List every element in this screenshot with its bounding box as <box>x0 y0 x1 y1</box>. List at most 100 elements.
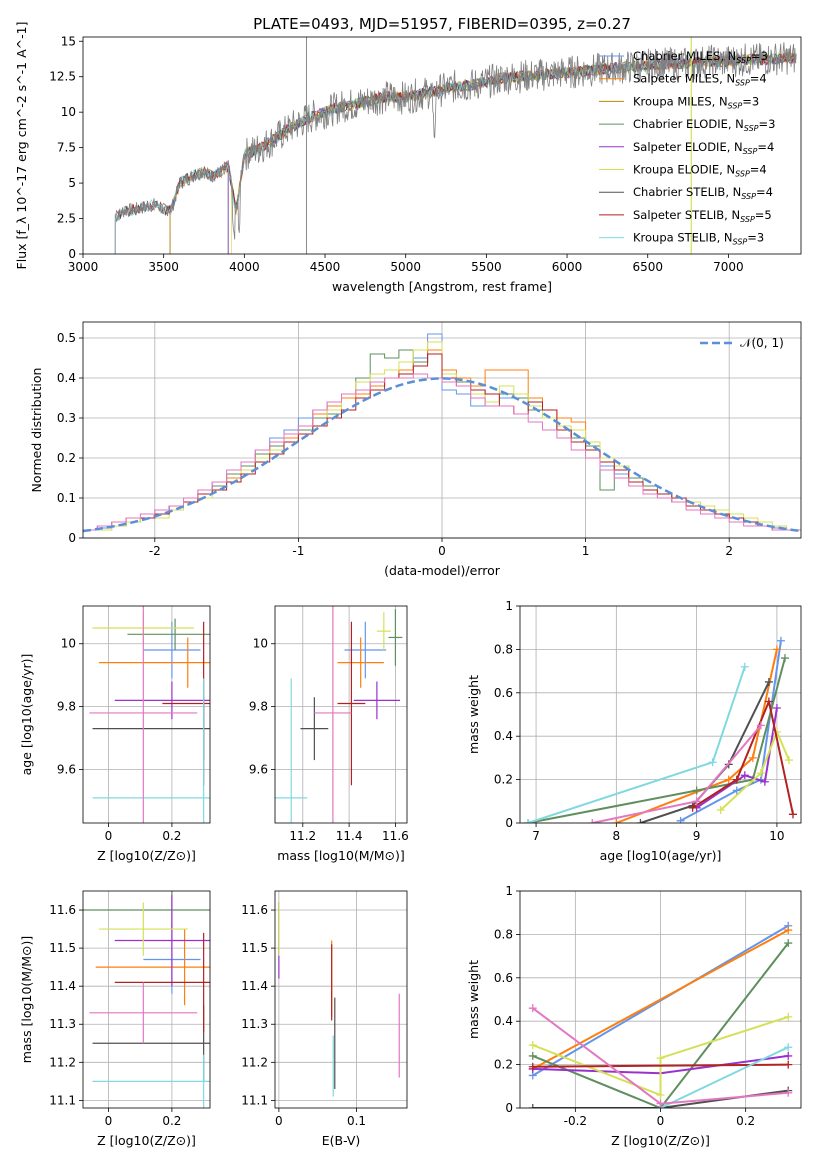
plus-marker <box>528 1004 537 1013</box>
y-tick-label: 11.6 <box>49 903 76 917</box>
legend-subscript: SSP <box>741 192 756 201</box>
plus-marker <box>784 939 793 948</box>
y-tick-label: 10 <box>61 637 76 651</box>
x-tick-label: 1 <box>582 544 590 558</box>
y-tick-label: 9.6 <box>249 763 268 777</box>
legend-entry: Kroupa ELODIE, NSSP=4 <box>633 163 767 179</box>
x-axis-label: (data-model)/error <box>384 563 501 578</box>
y-tick-label: 0 <box>505 816 513 830</box>
plus-marker <box>692 797 701 806</box>
y-axis-label: mass weight <box>466 960 481 1039</box>
x-tick-label: 5500 <box>471 260 502 274</box>
data-layer <box>83 891 210 1108</box>
x-axis-label: age [log10(age/yr)] <box>600 848 722 863</box>
legend-entry: Chabrier ELODIE, NSSP=3 <box>633 117 775 133</box>
legend-suffix: =3 <box>751 49 768 63</box>
x-tick-label: 0 <box>105 1114 113 1128</box>
mass-weight-line <box>532 1063 789 1068</box>
y-tick-label: 11.5 <box>241 941 268 955</box>
x-tick-label: 4500 <box>310 260 341 274</box>
plus-marker <box>756 721 765 730</box>
axes-frame <box>519 890 802 1109</box>
y-tick-label: 0.4 <box>57 371 76 385</box>
legend-subscript: SSP <box>733 238 748 247</box>
y-tick-label: 0.3 <box>57 411 76 425</box>
x-tick-label: 11.4 <box>336 829 363 843</box>
legend-label: Kroupa MILES, N <box>633 94 728 108</box>
x-tick-label: 10 <box>769 829 784 843</box>
mass-weight-line <box>532 929 789 1070</box>
plus-marker <box>748 753 757 762</box>
x-axis-label: Z [log10(Z/Z⊙)] <box>611 1133 710 1148</box>
mass-weight-line <box>532 942 789 1108</box>
plus-marker <box>692 786 701 795</box>
y-axis-label: mass [log10(M/M⊙)] <box>19 936 34 1064</box>
axes-frame <box>274 890 408 1109</box>
x-tick-label: 8 <box>613 829 621 843</box>
y-tick-label: 11.3 <box>241 1017 268 1031</box>
x-tick-label: 7000 <box>713 260 744 274</box>
legend-suffix: =4 <box>756 185 773 199</box>
plus-marker <box>528 1104 537 1108</box>
y-axis-label: mass weight <box>466 675 481 754</box>
mass-weight-line <box>532 1015 789 1097</box>
legend-label: Kroupa STELIB, N <box>633 231 733 245</box>
y-tick-label: 7.5 <box>57 141 76 155</box>
axes-frame <box>519 605 802 824</box>
plus-marker <box>776 636 785 645</box>
mass-weight-line <box>660 1046 789 1108</box>
x-tick-label: 0 <box>275 1114 283 1128</box>
x-tick-label: -0.2 <box>564 1114 587 1128</box>
x-tick-label: 0.1 <box>347 1114 366 1128</box>
data-layer <box>524 636 797 823</box>
x-tick-label: 2 <box>725 544 733 558</box>
plus-marker <box>788 810 797 819</box>
data-layer <box>278 902 400 1097</box>
data-layer <box>114 37 797 254</box>
y-tick-label: 0.2 <box>57 451 76 465</box>
y-tick-label: 0.6 <box>494 971 513 985</box>
plus-marker <box>716 805 725 814</box>
legend-subscript: SSP <box>735 79 750 88</box>
plus-marker <box>524 819 533 823</box>
plus-marker <box>764 697 773 706</box>
axes-frame <box>82 36 802 255</box>
legend-subscript: SSP <box>743 147 758 156</box>
x-tick-label: 6500 <box>632 260 663 274</box>
legend-entry: Kroupa STELIB, NSSP=3 <box>633 231 764 247</box>
y-tick-label: 15 <box>61 34 76 48</box>
data-layer <box>89 606 210 823</box>
y-tick-label: 9.8 <box>249 700 268 714</box>
x-tick-label: 0 <box>105 829 113 843</box>
y-tick-label: 11.6 <box>241 903 268 917</box>
y-tick-label: 0.1 <box>57 491 76 505</box>
y-tick-label: 2.5 <box>57 212 76 226</box>
x-axis-label: Z [log10(Z/Z⊙)] <box>97 848 196 863</box>
mass-weight-vs-age-plot: 7 8 9 10 0 0.2 0.4 0.6 0.8 1 age [log10(age/yr)] ma… <box>466 599 802 863</box>
legend-entry: Chabrier STELIB, NSSP=4 <box>633 185 773 201</box>
age-vs-metallicity-plot: 0 0.2 9.6 9.8 10 Z [log10(Z/Z⊙)] age [log10(ag… <box>19 605 211 863</box>
legend-entry: 𝒩(0, 1) <box>740 336 784 350</box>
y-tick-label: 0.4 <box>494 729 513 743</box>
y-tick-label: 11.4 <box>49 979 76 993</box>
y-tick-label: 0.2 <box>494 1058 513 1072</box>
plus-marker <box>636 819 645 823</box>
x-tick-label: 7 <box>532 829 540 843</box>
x-tick-label: 5000 <box>390 260 421 274</box>
plus-marker <box>772 703 781 712</box>
data-layer <box>275 606 403 823</box>
legend-suffix: =3 <box>759 117 776 131</box>
axes-frame <box>82 321 802 539</box>
plus-marker <box>784 1051 793 1060</box>
mass-vs-metallicity-plot: 0 0.2 11.1 11.2 11.3 11.4 11.5 11.6 Z [log10(Z/Z… <box>19 890 211 1148</box>
legend-label: Salpeter ELODIE, N <box>633 140 743 154</box>
legend-suffix: =3 <box>742 94 759 108</box>
x-tick-label: 0.2 <box>162 829 181 843</box>
mass-weight-line <box>527 657 786 823</box>
x-tick-label: 0 <box>438 544 446 558</box>
legend-subscript: SSP <box>744 124 759 133</box>
plus-marker <box>784 1043 793 1052</box>
plus-marker <box>528 1062 537 1071</box>
y-tick-label: 0.6 <box>494 686 513 700</box>
